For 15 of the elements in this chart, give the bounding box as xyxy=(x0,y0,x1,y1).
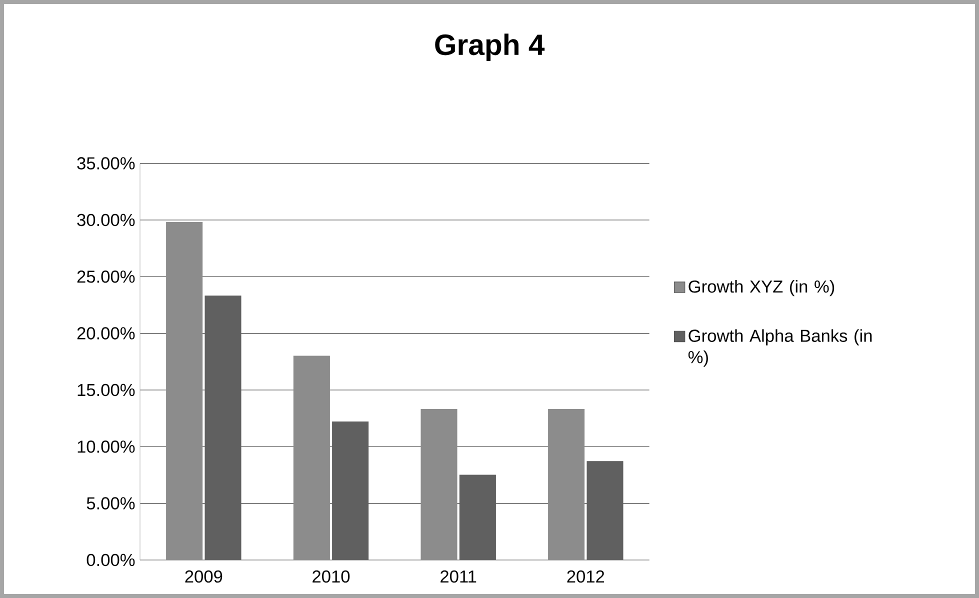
y-tick-label: 10.00% xyxy=(78,440,135,453)
x-tick-label: 2009 xyxy=(185,570,222,583)
x-tick-label: 2010 xyxy=(312,570,350,583)
y-tick-label: 30.00% xyxy=(77,214,135,226)
legend-label: Growth Alpha Banks (in %) xyxy=(688,329,872,367)
legend-label: Growth XYZ (in %) xyxy=(688,280,834,296)
chart-title: Graph 4 xyxy=(435,34,545,61)
x-tick-label: 2012 xyxy=(567,570,604,583)
y-tick-label: 20.00% xyxy=(77,327,135,340)
y-tick-label: 25.00% xyxy=(77,270,135,283)
y-tick-label: 15.00% xyxy=(78,384,135,396)
y-tick-label: 0.00% xyxy=(86,554,135,566)
y-tick-label: 35.00% xyxy=(77,157,135,170)
y-tick-label: 5.00% xyxy=(86,497,135,510)
x-tick-label: 2011 xyxy=(440,570,476,583)
